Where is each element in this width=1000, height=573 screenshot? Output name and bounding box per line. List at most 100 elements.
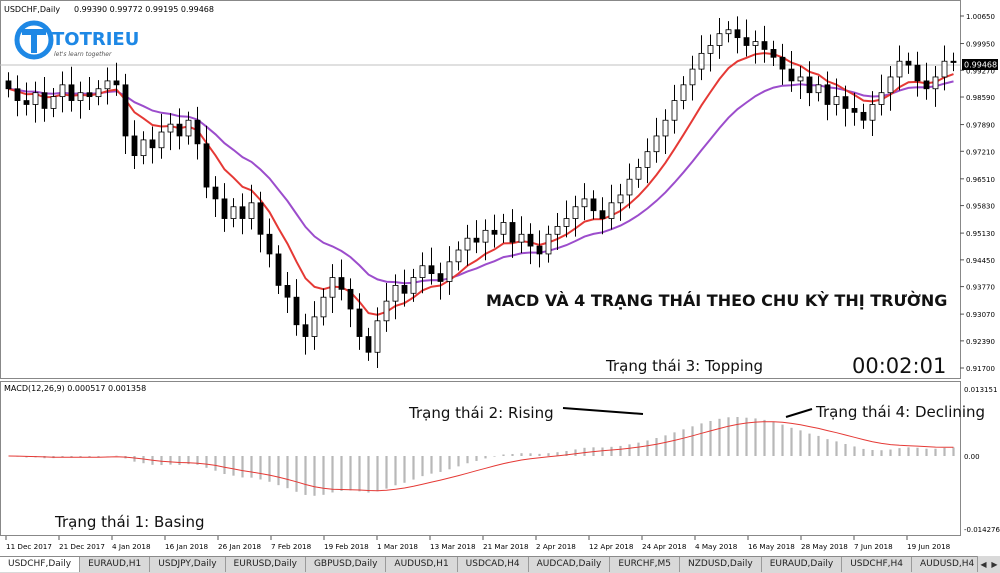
candle-down [15, 89, 20, 101]
date-tick-label: 19 Feb 2018 [324, 542, 369, 551]
price-tick-label: 0.94450 [966, 257, 995, 265]
candle-up [897, 61, 902, 77]
candle-down [6, 81, 11, 89]
candle-up [933, 77, 938, 89]
price-tick-label: 0.99950 [966, 41, 995, 49]
candle-up [726, 30, 731, 34]
candle-up [717, 34, 722, 46]
price-tick-label: 0.98590 [966, 94, 995, 102]
candle-down [537, 246, 542, 254]
tab-scroll[interactable]: ◀▶ [977, 556, 1000, 572]
date-tick-label: 21 Dec 2017 [59, 542, 105, 551]
price-tick-label: 0.91700 [966, 365, 995, 373]
candle-up [699, 53, 704, 69]
logo-icon: TOTRIEU let's learn together [12, 18, 152, 62]
tab-usdchf-h4[interactable]: USDCHF,H4 [842, 557, 912, 572]
candle-up [618, 195, 623, 203]
logo: TOTRIEU let's learn together [12, 18, 152, 62]
candle-up [420, 266, 425, 278]
candle-up [51, 97, 56, 109]
tab-nzdusd-daily[interactable]: NZDUSD,Daily [680, 557, 762, 572]
candle-up [96, 89, 101, 97]
candle-up [609, 203, 614, 219]
candle-up [816, 85, 821, 93]
tab-euraud-h1[interactable]: EURAUD,H1 [80, 557, 150, 572]
tab-usdchf-daily[interactable]: USDCHF,Daily [0, 557, 80, 572]
tab-eurchf-m5[interactable]: EURCHF,M5 [610, 557, 680, 572]
candle-up [312, 317, 317, 337]
candle-down [303, 325, 308, 337]
candle-up [501, 222, 506, 234]
candle-up [627, 179, 632, 195]
candle-down [339, 278, 344, 290]
tab-audusd-h4[interactable]: AUDUSD,H4 [912, 557, 983, 572]
candle-down [915, 65, 920, 81]
date-tick-label: 16 Jan 2018 [165, 542, 209, 551]
chart-canvas[interactable]: 1.006500.999500.992700.985900.978900.972… [0, 0, 1000, 556]
candle-up [447, 262, 452, 282]
candle-down [132, 136, 137, 156]
candle-down [114, 81, 119, 85]
tab-euraud-daily[interactable]: EURAUD,Daily [762, 557, 842, 572]
candle-up [582, 199, 587, 207]
candle-down [150, 140, 155, 148]
date-tick-label: 4 May 2018 [695, 542, 738, 551]
candle-down [492, 230, 497, 234]
date-tick-label: 16 May 2018 [748, 542, 795, 551]
price-tick-label: 0.97210 [966, 148, 995, 156]
tab-gbpusd-daily[interactable]: GBPUSD,Daily [306, 557, 386, 572]
candle-down [474, 238, 479, 242]
annotation-topping: Trạng thái 3: Topping [605, 357, 763, 375]
ohlc-label: 0.99390 0.99772 0.99195 0.99468 [74, 5, 214, 14]
tab-eurusd-daily[interactable]: EURUSD,Daily [226, 557, 306, 572]
tab-audusd-h1[interactable]: AUDUSD,H1 [386, 557, 457, 572]
macd-label: MACD(12,26,9) 0.000517 0.001358 [4, 384, 146, 393]
candle-up [879, 93, 884, 105]
candle-down [204, 144, 209, 187]
logo-text: TOTRIEU [52, 29, 139, 50]
candle-up [249, 203, 254, 219]
logo-tagline: let's learn together [54, 51, 112, 58]
candle-up [60, 85, 65, 97]
candle-up [690, 69, 695, 85]
candle-down [267, 234, 272, 254]
price-tick-label: 0.92390 [966, 338, 995, 346]
chart-title: MACD VÀ 4 TRẠNG THÁI THEO CHU KỲ THỊ TRƯ… [486, 291, 947, 310]
candle-down [591, 199, 596, 211]
tab-left-icon[interactable]: ◀ [980, 560, 986, 569]
price-tick-label: 0.95130 [966, 230, 995, 238]
candle-down [861, 112, 866, 120]
price-tick-label: 0.97890 [966, 122, 995, 130]
candle-down [357, 309, 362, 337]
candle-up [330, 278, 335, 298]
candle-down [24, 101, 29, 105]
date-tick-label: 7 Jun 2018 [854, 542, 893, 551]
candle-up [393, 285, 398, 301]
tab-usdcad-h4[interactable]: USDCAD,H4 [458, 557, 529, 572]
macd-tick-label: -0.014276 [964, 526, 1000, 534]
candle-up [870, 104, 875, 120]
candle-up [411, 278, 416, 294]
tab-right-icon[interactable]: ▶ [991, 560, 997, 569]
candle-down [402, 285, 407, 293]
candle-down [852, 108, 857, 112]
candle-up [78, 93, 83, 101]
candle-up [834, 97, 839, 105]
candle-down [924, 81, 929, 89]
candle-down [843, 97, 848, 109]
candle-up [708, 45, 713, 53]
candle-down [366, 337, 371, 353]
date-tick-label: 4 Jan 2018 [112, 542, 151, 551]
candle-down [87, 93, 92, 97]
candle-down [42, 93, 47, 109]
candle-up [942, 61, 947, 77]
candle-up [681, 85, 686, 101]
candle-down [438, 274, 443, 282]
date-tick-label: 28 May 2018 [801, 542, 848, 551]
candle-up [519, 234, 524, 242]
tab-audcad-daily[interactable]: AUDCAD,Daily [529, 557, 611, 572]
date-tick-label: 24 Apr 2018 [642, 542, 687, 551]
candle-down [807, 77, 812, 93]
tab-usdjpy-daily[interactable]: USDJPY,Daily [150, 557, 225, 572]
